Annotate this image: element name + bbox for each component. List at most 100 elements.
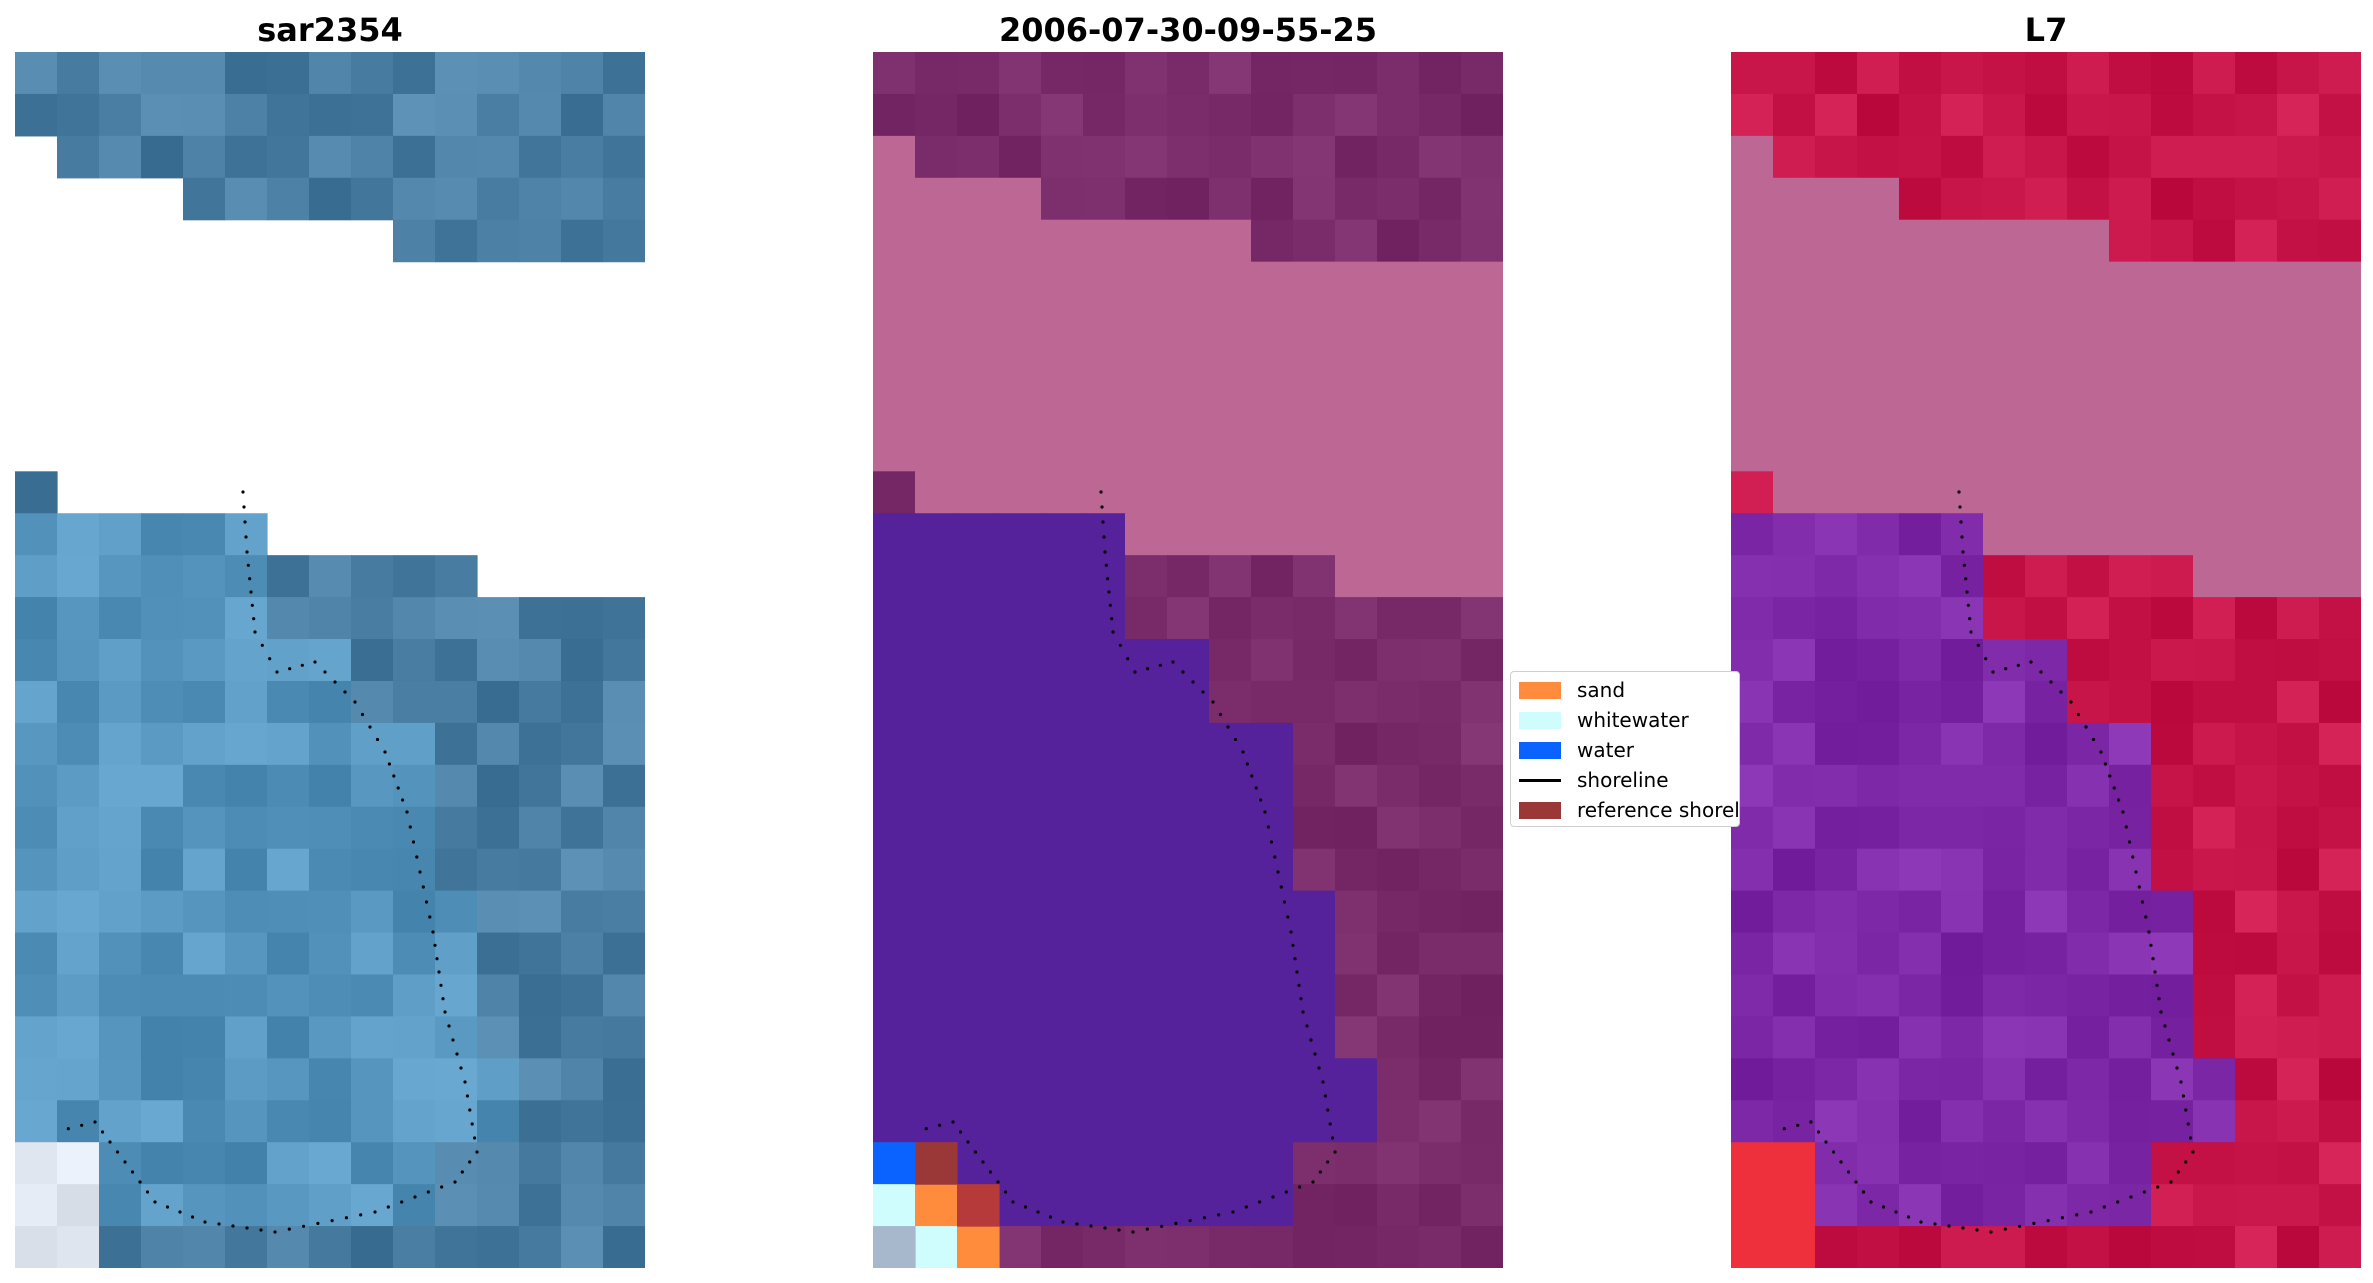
pixel-cell xyxy=(1419,345,1462,389)
pixel-cell xyxy=(561,639,604,682)
shoreline-point xyxy=(1107,590,1111,594)
pixel-cell xyxy=(1857,639,1900,682)
shoreline-point xyxy=(413,1195,417,1199)
pixel-cell xyxy=(2067,513,2110,556)
pixel-cell xyxy=(2235,177,2278,221)
sand-swatch xyxy=(1519,681,1561,699)
pixel-cell xyxy=(1731,1058,1774,1101)
pixel-cell xyxy=(519,52,562,95)
pixel-cell xyxy=(225,890,268,934)
pixel-cell xyxy=(351,764,394,808)
pixel-cell xyxy=(561,1142,604,1185)
pixel-cell xyxy=(915,429,958,472)
pixel-cell xyxy=(477,722,520,766)
shoreline-point xyxy=(2069,700,2073,704)
pixel-cell xyxy=(1293,974,1336,1018)
pixel-cell xyxy=(1125,932,1168,976)
pixel-cell xyxy=(2319,303,2361,347)
shoreline-point xyxy=(1171,660,1175,664)
pixel-cell xyxy=(1941,93,1984,137)
pixel-cell xyxy=(603,1184,645,1227)
shoreline-point xyxy=(973,1150,978,1154)
shoreline-point xyxy=(1962,563,1966,567)
pixel-cell xyxy=(1083,764,1126,808)
legend-label-reference-shoreline: reference shoreline xyxy=(1577,798,1740,822)
pixel-cell xyxy=(1083,974,1126,1018)
pixel-cell xyxy=(561,93,604,137)
pixel-cell xyxy=(2235,303,2278,347)
pixel-cell xyxy=(1167,932,1210,976)
pixel-cell xyxy=(2277,890,2320,934)
pixel-cell xyxy=(1251,219,1294,263)
shoreline-point xyxy=(300,663,304,667)
pixel-cell xyxy=(915,303,958,347)
pixel-cell xyxy=(2193,1100,2236,1143)
shoreline-point xyxy=(2149,943,2153,947)
pixel-cell xyxy=(1083,932,1126,976)
pixel-cell xyxy=(2067,261,2110,305)
shoreline-point xyxy=(1333,1150,1337,1154)
pixel-cell xyxy=(2235,932,2278,976)
pixel-cell xyxy=(1941,1016,1984,1059)
pixel-cell xyxy=(99,722,142,766)
pixel-cell xyxy=(1419,303,1462,347)
pixel-cell xyxy=(2067,303,2110,347)
pixel-cell xyxy=(2235,1058,2278,1101)
pixel-cell xyxy=(1731,890,1774,934)
pixel-cell xyxy=(2277,680,2320,724)
pixel-cell xyxy=(309,1142,352,1185)
shoreline-point xyxy=(1919,1220,1923,1224)
pixel-cell xyxy=(1041,177,1084,221)
class-pixel xyxy=(915,1184,958,1227)
pixel-cell xyxy=(1083,471,1126,514)
pixel-cell xyxy=(1125,597,1168,640)
pixel-cell xyxy=(1941,555,1984,598)
pixel-cell xyxy=(309,764,352,808)
pixel-cell xyxy=(57,680,100,724)
shoreline-point xyxy=(2181,1094,2185,1098)
pixel-cell xyxy=(2151,680,2194,724)
shoreline-point xyxy=(1036,1210,1040,1214)
pixel-cell xyxy=(2277,52,2320,95)
pixel-cell xyxy=(1251,471,1294,514)
pixel-cell xyxy=(1857,680,1900,724)
pixel-cell xyxy=(1815,1226,1858,1268)
pixel-cell xyxy=(435,555,478,598)
shoreline-point xyxy=(1174,1221,1178,1225)
shoreline-point xyxy=(2191,1150,2195,1154)
shoreline-point xyxy=(250,603,254,607)
pixel-cell xyxy=(267,806,310,850)
shoreline-point xyxy=(1831,1150,1836,1154)
pixel-cell xyxy=(1773,1016,1816,1059)
pixel-cell xyxy=(1377,261,1420,305)
pixel-cell xyxy=(999,135,1042,179)
pixel-cell xyxy=(915,513,958,556)
shoreline-point xyxy=(2124,825,2128,829)
pixel-cell xyxy=(1899,764,1942,808)
pixel-cell xyxy=(1041,219,1084,263)
pixel-cell xyxy=(561,932,604,976)
pixel-cell xyxy=(1041,932,1084,976)
pixel-cell xyxy=(603,848,645,892)
shoreline-point xyxy=(1969,630,1973,634)
pixel-cell xyxy=(1125,722,1168,766)
pixel-cell xyxy=(1983,429,2026,472)
pixel-cell xyxy=(1293,345,1336,389)
pixel-cell xyxy=(435,219,478,263)
pixel-cell xyxy=(57,890,100,934)
pixel-cell xyxy=(2025,555,2068,598)
pixel-cell xyxy=(1377,680,1420,724)
pixel-cell xyxy=(2151,513,2194,556)
pixel-cell xyxy=(57,513,100,556)
pixel-cell xyxy=(2067,135,2110,179)
pixel-cell xyxy=(1857,471,1900,514)
pixel-cell xyxy=(957,177,1000,221)
pixel-cell xyxy=(1419,764,1462,808)
pixel-cell xyxy=(1125,1184,1168,1227)
pixel-cell xyxy=(1293,639,1336,682)
pixel-cell xyxy=(1251,680,1294,724)
shoreline-point xyxy=(2099,750,2103,754)
pixel-cell xyxy=(1419,93,1462,137)
pixel-cell xyxy=(2277,1226,2320,1268)
class-pixel xyxy=(873,1184,916,1227)
